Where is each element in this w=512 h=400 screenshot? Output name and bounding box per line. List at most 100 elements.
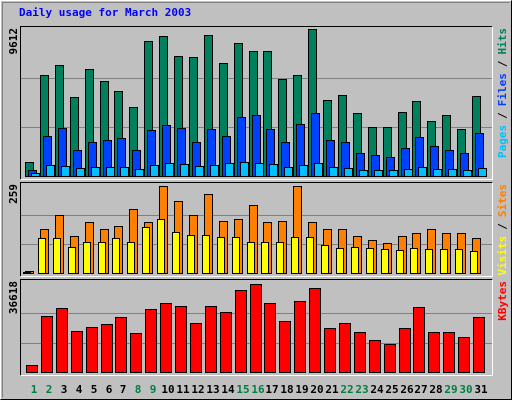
- bar: [309, 288, 321, 373]
- bar: [399, 328, 411, 373]
- bar: [458, 337, 470, 373]
- bar: [324, 328, 336, 373]
- x-tick-label: 7: [120, 383, 127, 396]
- legend-entry: KBytes: [496, 281, 509, 321]
- bar: [413, 307, 425, 373]
- y-max-label: 259: [7, 184, 20, 204]
- bar: [261, 242, 269, 274]
- bar: [448, 169, 457, 177]
- bar: [101, 324, 113, 373]
- legend: Pages / Files / Hits: [496, 28, 509, 158]
- bar: [433, 169, 442, 177]
- bar: [91, 167, 100, 177]
- bar: [240, 162, 249, 177]
- x-tick-label: 29: [444, 383, 457, 396]
- bar: [250, 284, 262, 373]
- bar: [26, 365, 38, 373]
- x-tick-label: 5: [91, 383, 98, 396]
- bar: [314, 163, 323, 177]
- legend-entry: Visits: [496, 236, 509, 276]
- legend-entry: Sites: [496, 184, 509, 217]
- x-tick-label: 17: [265, 383, 278, 396]
- bar: [284, 167, 293, 177]
- plot-border-light: [20, 279, 493, 376]
- bar: [291, 237, 299, 274]
- bar: [83, 242, 91, 274]
- bar: [455, 249, 463, 274]
- x-tick-label: 28: [429, 383, 442, 396]
- x-tick-label: 3: [61, 383, 68, 396]
- legend: Visits / Sites: [496, 184, 509, 276]
- bar: [202, 235, 210, 274]
- bar: [120, 167, 129, 177]
- legend-separator: /: [496, 112, 509, 119]
- bar: [247, 242, 255, 274]
- bar: [428, 332, 440, 373]
- bar: [418, 167, 427, 177]
- x-tick-label: 30: [459, 383, 472, 396]
- x-tick-label: 1: [31, 383, 38, 396]
- bar: [369, 340, 381, 373]
- bar: [443, 332, 455, 373]
- bar: [354, 332, 366, 373]
- plot-border-light: [20, 26, 493, 180]
- x-tick-label: 20: [310, 383, 323, 396]
- x-tick-label: 9: [150, 383, 157, 396]
- bar: [366, 248, 374, 274]
- bar: [255, 163, 264, 177]
- legend-entry: Pages: [496, 125, 509, 158]
- bar: [478, 168, 487, 177]
- x-tick-label: 13: [206, 383, 219, 396]
- bar: [205, 306, 217, 373]
- bar: [384, 344, 396, 373]
- bar: [225, 163, 234, 177]
- x-tick-label: 25: [385, 383, 398, 396]
- bar: [396, 250, 404, 274]
- plot-border-dark: [20, 182, 493, 277]
- y-max-label: 36618: [7, 281, 20, 314]
- bar: [98, 242, 106, 274]
- bar: [404, 169, 413, 177]
- bar: [61, 166, 70, 177]
- bar: [344, 168, 353, 177]
- x-tick-label: 26: [400, 383, 414, 396]
- bar: [76, 168, 85, 177]
- x-tick-label: 23: [355, 383, 368, 396]
- bar: [410, 248, 418, 274]
- legend-entry: Files: [496, 73, 509, 106]
- bar: [172, 232, 180, 274]
- bar: [374, 170, 383, 177]
- bar: [190, 323, 202, 373]
- x-tick-label: 18: [280, 383, 293, 396]
- bar: [41, 316, 53, 373]
- bar: [381, 249, 389, 274]
- bar: [112, 238, 120, 274]
- bar: [440, 249, 448, 274]
- bar: [195, 166, 204, 177]
- plot-border-light: [20, 182, 493, 277]
- bar: [175, 306, 187, 373]
- bar: [389, 170, 398, 177]
- bar: [463, 170, 472, 177]
- bar: [336, 248, 344, 274]
- bar: [150, 165, 159, 177]
- bar: [232, 237, 240, 274]
- x-tick-label: 6: [106, 383, 113, 396]
- chart-title: Daily usage for March 2003: [19, 6, 191, 19]
- bar: [279, 321, 291, 373]
- bar: [470, 251, 478, 274]
- bar: [31, 173, 40, 177]
- x-tick-label: 10: [161, 383, 174, 396]
- bar: [56, 308, 68, 373]
- bar: [157, 219, 165, 274]
- bar: [264, 303, 276, 373]
- bar: [210, 165, 219, 177]
- bar: [38, 238, 46, 274]
- x-tick-label: 31: [474, 383, 488, 396]
- bar: [329, 167, 338, 177]
- bar: [473, 317, 485, 373]
- x-tick-label: 4: [76, 383, 83, 396]
- bar: [130, 333, 142, 373]
